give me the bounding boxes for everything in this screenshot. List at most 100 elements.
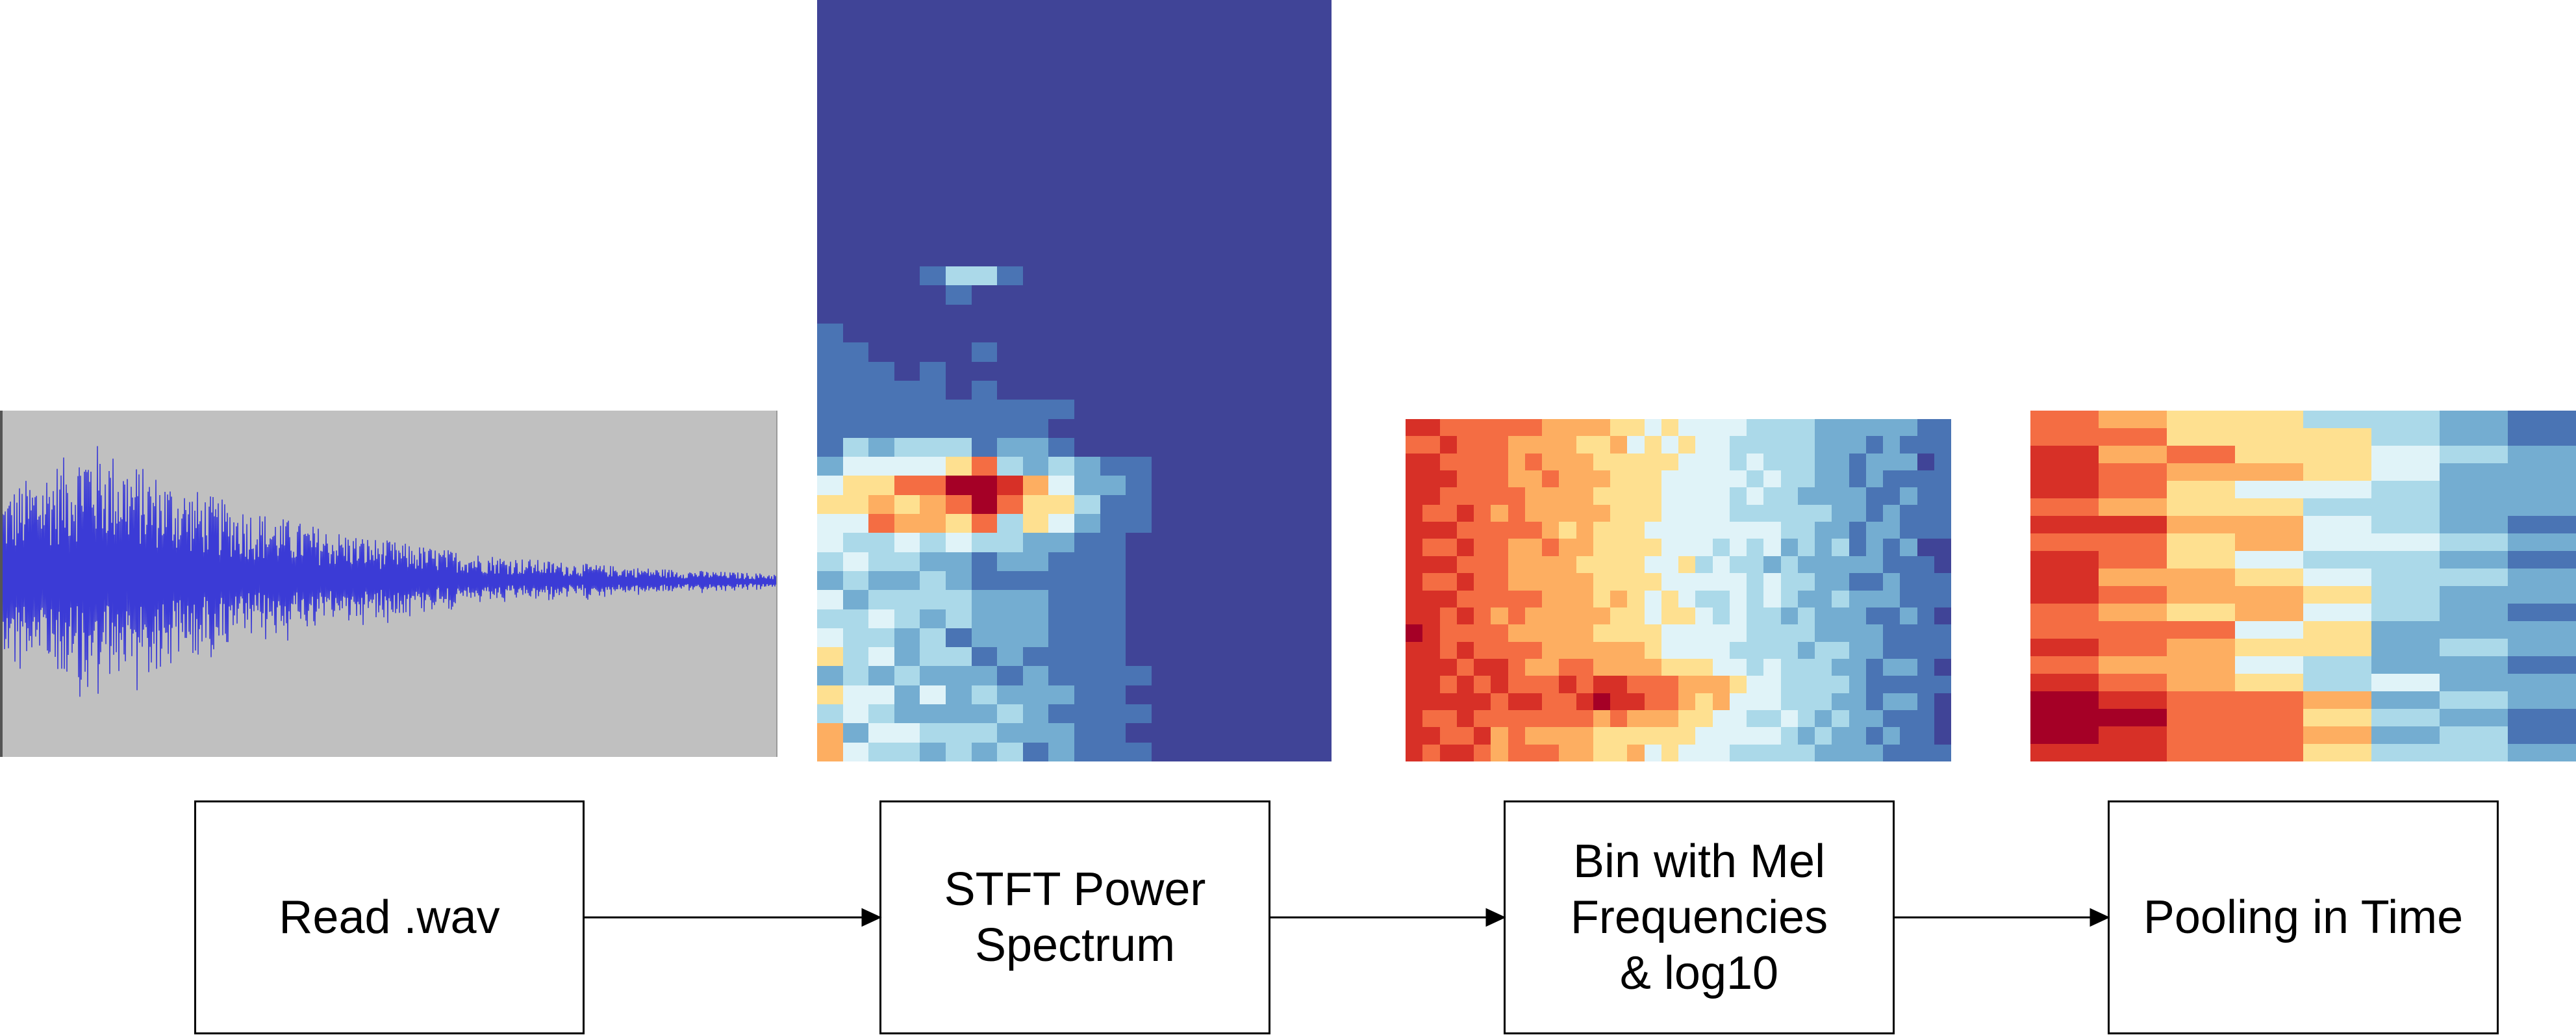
heatmap-cell [1406, 676, 1423, 693]
heatmap-cell [1406, 487, 1423, 505]
heatmap-cell [2303, 498, 2371, 516]
heatmap-cell [1900, 641, 1917, 659]
heatmap-cell [1797, 744, 1815, 761]
heatmap-cell [1780, 727, 1798, 745]
heatmap-cell [894, 133, 920, 153]
heatmap-cell [971, 476, 998, 495]
heatmap-cell [971, 190, 998, 210]
heatmap-cell [2099, 604, 2167, 621]
heatmap-cell [945, 609, 972, 628]
heatmap-cell [1280, 19, 1306, 38]
heatmap-cell [1815, 487, 1832, 505]
heatmap-cell [1074, 247, 1100, 267]
heatmap-cell [1832, 744, 1849, 761]
heatmap-cell [894, 380, 920, 400]
heatmap-cell [1491, 487, 1508, 505]
heatmap-cell [997, 19, 1023, 38]
heatmap-cell [920, 228, 946, 248]
heatmap-cell [842, 38, 869, 57]
heatmap-cell [997, 666, 1023, 685]
heatmap-cell [1306, 0, 1332, 19]
heatmap-cell [1900, 504, 1917, 522]
heatmap-cell [1815, 607, 1832, 625]
heatmap-cell [1280, 133, 1306, 153]
heatmap-cell [1815, 504, 1832, 522]
heatmap-cell [1280, 152, 1306, 172]
heatmap-cell [997, 457, 1023, 476]
heatmap-cell [1610, 727, 1628, 745]
heatmap-cell [1456, 419, 1474, 437]
heatmap-cell [1508, 487, 1525, 505]
heatmap-cell [1126, 285, 1152, 305]
heatmap-cell [945, 570, 972, 591]
heatmap-cell [997, 171, 1023, 190]
heatmap-cell [997, 609, 1023, 628]
heatmap-cell [1151, 609, 1178, 628]
heatmap-cell [1712, 556, 1730, 574]
heatmap-cell [868, 114, 894, 134]
heatmap-cell [868, 723, 894, 743]
heatmap-cell [1542, 470, 1559, 488]
heatmap-cell [1048, 209, 1074, 229]
heatmap-cell [868, 590, 894, 609]
heatmap-cell [2235, 639, 2303, 656]
heatmap-cell [842, 647, 869, 667]
heatmap-cell [1883, 419, 1900, 437]
heatmap-cell [1100, 247, 1126, 267]
heatmap-cell [1151, 190, 1178, 210]
heatmap-cell [997, 190, 1023, 210]
heatmap-cell [894, 95, 920, 114]
heatmap-cell [1126, 514, 1152, 533]
heatmap-cell [1763, 727, 1781, 745]
heatmap-cell [2371, 463, 2440, 481]
heatmap-cell [1542, 607, 1559, 625]
heatmap-cell [1832, 607, 1849, 625]
heatmap-cell [1306, 552, 1332, 571]
heatmap-cell [1406, 453, 1423, 471]
heatmap-cell [1593, 693, 1610, 710]
heatmap-cell [868, 19, 894, 38]
heatmap-cell [1254, 209, 1280, 229]
heatmap-cell [2235, 709, 2303, 726]
heatmap-cell [1678, 556, 1696, 574]
heatmap-cell [1559, 436, 1576, 454]
heatmap-cell [2030, 604, 2099, 621]
heatmap-cell [1508, 709, 1525, 728]
heatmap-cell [1202, 437, 1229, 457]
heatmap-cell [920, 380, 946, 400]
heatmap-cell [1074, 76, 1100, 96]
heatmap-cell [1610, 607, 1628, 625]
heatmap-cell [1917, 470, 1934, 488]
heatmap-cell [1151, 152, 1178, 172]
heatmap-cell [817, 570, 843, 591]
heatmap-cell [1202, 285, 1229, 305]
heatmap-cell [1202, 609, 1229, 628]
heatmap-cell [1151, 285, 1178, 305]
heatmap-cell [971, 514, 998, 533]
heatmap-cell [1865, 522, 1883, 539]
heatmap-cell [1610, 573, 1628, 591]
heatmap-cell [1747, 607, 1764, 625]
heatmap-cell [1815, 522, 1832, 539]
heatmap-cell [1456, 522, 1474, 539]
heatmap-cell [2167, 516, 2235, 533]
heatmap-cell [1126, 609, 1152, 628]
heatmap-cell [1177, 19, 1203, 38]
heatmap-cell [1627, 453, 1645, 471]
heatmap-cell [1815, 744, 1832, 761]
heatmap-cell [997, 514, 1023, 533]
heatmap-cell [1712, 709, 1730, 728]
heatmap-cell [894, 552, 920, 571]
heatmap-cell [1593, 590, 1610, 607]
heatmap-cell [1883, 453, 1900, 471]
heatmap-cell [1644, 641, 1661, 659]
heatmap-cell [997, 228, 1023, 248]
heatmap-cell [920, 437, 946, 457]
heatmap-cell [868, 209, 894, 229]
heatmap-cell [1280, 723, 1306, 743]
heatmap-cell [1865, 419, 1883, 437]
heatmap-cell [1306, 609, 1332, 628]
heatmap-cell [1576, 744, 1593, 761]
audio-waveform-image [0, 411, 777, 757]
heatmap-cell [1126, 685, 1152, 705]
